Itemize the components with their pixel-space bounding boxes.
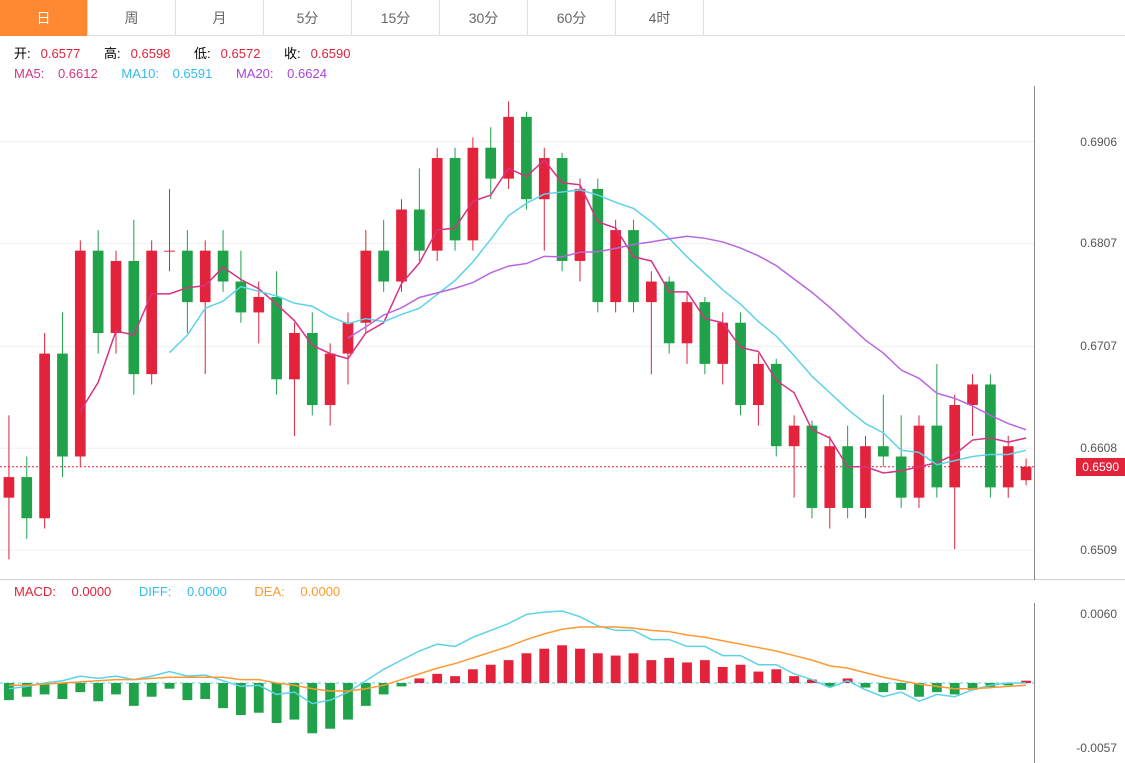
macd-y-tick: -0.0057 bbox=[1076, 741, 1117, 755]
tab-15分[interactable]: 15分 bbox=[352, 0, 440, 36]
tab-60分[interactable]: 60分 bbox=[528, 0, 616, 36]
tab-日[interactable]: 日 bbox=[0, 0, 88, 36]
diff-value: DIFF: 0.0000 bbox=[139, 584, 239, 599]
ma20-label: MA20: 0.6624 bbox=[236, 66, 337, 81]
low-label: 低:0.6572 bbox=[194, 46, 270, 61]
ma10-label: MA10: 0.6591 bbox=[121, 66, 222, 81]
macd-value: MACD: 0.0000 bbox=[14, 584, 123, 599]
macd-y-tick: 0.0060 bbox=[1080, 607, 1117, 621]
tab-4时[interactable]: 4时 bbox=[616, 0, 704, 36]
y-tick: 0.6707 bbox=[1080, 339, 1117, 353]
tab-30分[interactable]: 30分 bbox=[440, 0, 528, 36]
tab-月[interactable]: 月 bbox=[176, 0, 264, 36]
y-tick: 0.6906 bbox=[1080, 135, 1117, 149]
macd-info: MACD: 0.0000 DIFF: 0.0000 DEA: 0.0000 bbox=[0, 580, 1125, 603]
ohlc-info: 开:0.6577 高:0.6598 低:0.6572 收:0.6590 MA5:… bbox=[0, 36, 1125, 86]
ma5-label: MA5: 0.6612 bbox=[14, 66, 108, 81]
dea-value: DEA: 0.0000 bbox=[254, 584, 352, 599]
tab-周[interactable]: 周 bbox=[88, 0, 176, 36]
current-price-tag: 0.6590 bbox=[1076, 458, 1125, 476]
high-label: 高:0.6598 bbox=[104, 46, 180, 61]
candlestick-chart[interactable]: 0.6509 0.6608 0.6707 0.6807 0.6906 0.6590 bbox=[0, 86, 1125, 580]
open-label: 开:0.6577 bbox=[14, 46, 90, 61]
y-tick: 0.6807 bbox=[1080, 236, 1117, 250]
y-tick: 0.6608 bbox=[1080, 441, 1117, 455]
tab-5分[interactable]: 5分 bbox=[264, 0, 352, 36]
close-label: 收:0.6590 bbox=[284, 46, 360, 61]
macd-chart[interactable]: -0.0057 0.0060 bbox=[0, 603, 1125, 763]
y-tick: 0.6509 bbox=[1080, 543, 1117, 557]
timeframe-tabs: 日周月5分15分30分60分4时 bbox=[0, 0, 1125, 36]
